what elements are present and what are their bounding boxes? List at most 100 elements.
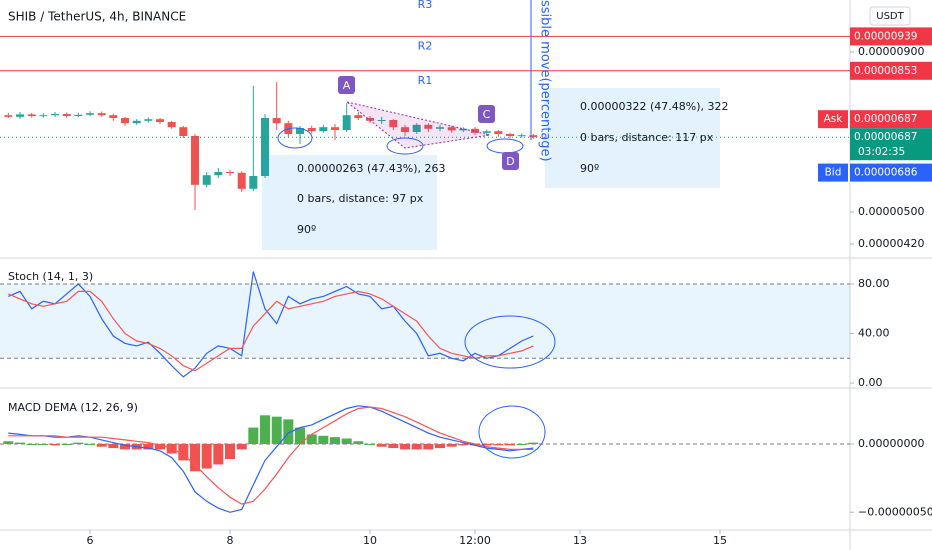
abcd-pattern [346,101,491,149]
level-tag-label: 0.00000853 [854,65,917,77]
currency-box[interactable] [869,6,911,26]
chart-title: SHIB / TetherUS, 4h, BINANCE [8,10,186,24]
vertical-note: ssible move(percentage) [538,0,553,162]
measure-change: 0.00000263 (47.43%), 263 [297,162,446,175]
tag-name: Ask [824,113,844,125]
histogram-bar [341,438,352,444]
candle-body [249,176,258,189]
candle-body [51,114,60,116]
candle-body [296,128,305,134]
measure-distance: 0 bars, distance: 117 px [580,131,714,144]
point-label: C [483,108,491,121]
measure-box [545,88,720,188]
candle-body [237,172,246,189]
histogram-bar [306,434,317,444]
drawn-circle [486,138,524,154]
candle-body [412,124,421,132]
x-tick-label: 6 [87,534,94,547]
histogram-bar [85,443,96,445]
point-label: A [343,79,351,92]
band-fill [0,284,850,359]
measure-distance: 0 bars, distance: 97 px [297,192,424,205]
histogram-bar [470,443,481,446]
histogram-bar [528,442,539,444]
level-name: R3 [418,0,433,11]
candle-body [319,127,328,132]
tag-name-box [818,163,848,182]
y-tick-label: 0.00000900 [858,45,924,58]
candle-body [354,115,363,118]
candle-body [424,124,433,129]
candle-body [4,115,13,117]
y-tick-label: 0.00000000 [858,437,924,450]
histogram-bar [423,443,434,450]
histogram-bar [376,443,387,447]
y-tick-label: −0.00000050 [858,505,932,518]
histogram-bar [3,441,14,444]
histogram-bar [248,427,259,444]
histogram-bar [318,435,329,444]
candle-body [272,118,281,124]
histogram-bar [365,443,376,445]
candle-body [97,113,106,116]
histogram-bar [213,443,224,465]
candle-body [121,118,130,124]
y-tick-label: 0.00000420 [858,237,924,250]
price-tag-label: 0.00000687 [854,113,917,125]
histogram-bar [61,443,72,445]
histogram-bar [446,443,457,447]
histogram-bar [15,442,26,444]
histogram-bar [388,443,399,449]
histogram-bar [155,443,166,450]
histogram-bar [260,415,271,444]
histogram-bar [73,442,84,444]
candle-body [156,119,165,122]
histogram-bar [201,443,212,469]
x-tick-label: 8 [227,534,234,547]
x-tick-label: 13 [573,534,587,547]
tag-name-box [818,110,848,129]
point-box [338,76,355,94]
price-tag [850,128,932,161]
candle-body [214,172,223,176]
candle-body [471,128,480,133]
candle-body [167,122,176,128]
histogram-bar [481,443,492,446]
price-tag [850,110,932,129]
candle-body [331,127,340,130]
price-tag [850,163,932,182]
histogram-bar [295,427,306,444]
histogram-bar [50,443,61,446]
currency[interactable]: USDT [876,11,904,22]
price-tag-label: 0.00000687 [854,131,917,143]
y-tick-label: 80.00 [858,277,890,290]
measure-angle: 90º [580,162,599,175]
histogram-bar [330,437,341,444]
y-tick-label: 0.00000500 [858,205,924,218]
histogram-bar [26,443,37,445]
histogram-bar [516,443,527,445]
pane-title: MACD DEMA (12, 26, 9) [8,401,138,414]
series-line [8,405,534,513]
candle-body [517,135,526,137]
series-line [8,290,534,372]
candle-body [191,136,200,185]
point-box [502,152,519,170]
level-tag [850,61,932,80]
candle-body [16,114,25,117]
candle-body [494,131,503,134]
histogram-bar [143,443,154,450]
candle-body [109,115,118,118]
level-name: R2 [418,39,433,52]
x-tick-label: 12:00 [459,534,491,547]
x-tick-label: 10 [363,534,377,547]
histogram-bar [458,443,469,446]
candle-body [529,135,538,138]
histogram-bar [190,443,201,472]
histogram-bar [236,443,247,450]
histogram-bar [505,443,516,446]
measure-angle: 90º [297,223,316,236]
histogram-bar [435,443,446,449]
candle-body [62,114,71,116]
candle-body [144,119,153,121]
